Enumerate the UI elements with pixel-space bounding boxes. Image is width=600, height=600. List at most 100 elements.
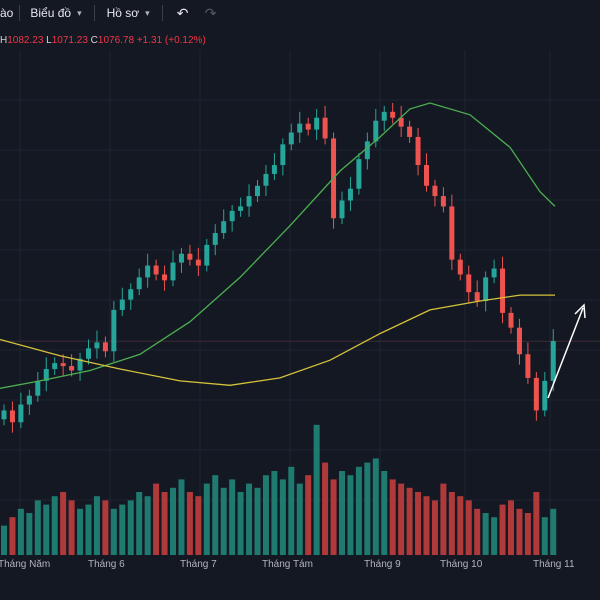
candle bbox=[305, 123, 311, 130]
candle bbox=[271, 165, 277, 174]
volume-bar bbox=[246, 483, 253, 555]
volume-bar bbox=[9, 517, 16, 555]
indicators-menu[interactable]: ào bbox=[0, 0, 19, 26]
candle bbox=[356, 159, 362, 189]
candle bbox=[94, 342, 100, 349]
candle bbox=[525, 354, 531, 378]
candle bbox=[111, 309, 117, 352]
volume-bar bbox=[17, 508, 24, 555]
volume-bar bbox=[254, 487, 261, 555]
candle bbox=[415, 136, 421, 166]
volume-bar bbox=[68, 500, 75, 555]
candle bbox=[128, 289, 134, 300]
volume-bar bbox=[110, 508, 117, 555]
candle bbox=[314, 117, 320, 130]
close-value: 1076.78 bbox=[97, 35, 135, 46]
candle bbox=[381, 111, 387, 121]
volume-bar bbox=[161, 492, 168, 555]
toolbar-divider bbox=[19, 5, 21, 21]
toolbar-divider bbox=[161, 5, 163, 21]
candle bbox=[542, 380, 548, 411]
volume-bar bbox=[271, 471, 278, 555]
volume-bar bbox=[203, 483, 210, 555]
x-axis-tick-label: Tháng 6 bbox=[88, 559, 125, 570]
redo-icon[interactable]: ↷ bbox=[204, 4, 217, 21]
x-axis-tick-label: Tháng 9 bbox=[364, 559, 401, 570]
volume-bar bbox=[144, 496, 151, 555]
volume-bar bbox=[347, 475, 354, 555]
volume-bar bbox=[279, 479, 286, 555]
candle bbox=[347, 188, 353, 201]
volume-bar bbox=[533, 492, 540, 555]
candle bbox=[449, 206, 455, 260]
volume-bar bbox=[34, 500, 41, 555]
volume-bar bbox=[186, 492, 193, 555]
candle bbox=[145, 265, 151, 278]
volume-bar bbox=[550, 508, 557, 555]
volume-bar bbox=[355, 466, 362, 555]
candle bbox=[170, 262, 176, 281]
volume-bar bbox=[508, 500, 514, 555]
close-label: C bbox=[90, 35, 98, 46]
candle bbox=[52, 363, 58, 370]
candle bbox=[43, 369, 49, 381]
candle bbox=[432, 185, 438, 197]
candle bbox=[246, 196, 252, 207]
volume-bar bbox=[339, 471, 345, 555]
candle bbox=[204, 244, 210, 266]
volume-bar bbox=[406, 487, 413, 555]
volume-bar bbox=[541, 517, 548, 555]
candle bbox=[136, 277, 142, 290]
volume-bar bbox=[229, 479, 236, 555]
volume-bar bbox=[482, 513, 489, 555]
volume-bar bbox=[415, 492, 422, 555]
volume-bar bbox=[448, 492, 455, 555]
candle bbox=[398, 117, 404, 127]
candle bbox=[153, 265, 159, 275]
candle bbox=[483, 277, 489, 302]
volume-bar bbox=[93, 496, 100, 555]
low-label: L bbox=[46, 35, 52, 46]
high-value: 1082.23 bbox=[7, 35, 44, 46]
volume-bar bbox=[136, 492, 143, 555]
undo-icon[interactable]: ↶ bbox=[176, 4, 189, 21]
trend-arrow-line bbox=[547, 307, 584, 399]
candle bbox=[407, 126, 413, 137]
candle bbox=[238, 206, 244, 211]
candle bbox=[516, 327, 522, 355]
profile-menu-button[interactable]: Hồ sơ ▾ bbox=[95, 0, 156, 26]
candle bbox=[474, 292, 480, 302]
volume-bar bbox=[491, 517, 498, 555]
volume-bar bbox=[474, 508, 481, 555]
candle bbox=[221, 221, 227, 234]
candle bbox=[322, 117, 328, 139]
volume-bar bbox=[305, 475, 312, 555]
x-axis-tick-label: Tháng 7 bbox=[180, 559, 217, 570]
volume-bar bbox=[119, 504, 126, 555]
candle bbox=[500, 268, 506, 313]
trend-arrow-head bbox=[574, 303, 586, 319]
high-label: H bbox=[0, 35, 8, 46]
chart-menu-button[interactable]: Biểu đồ ▾ bbox=[20, 0, 87, 26]
volume-bar bbox=[296, 483, 303, 555]
volume-bar bbox=[457, 496, 464, 555]
volume-bar bbox=[26, 513, 33, 555]
volume-bar bbox=[499, 504, 506, 555]
x-axis-tick-label: Tháng Năm bbox=[0, 559, 51, 570]
candle bbox=[9, 410, 15, 423]
volume-bar bbox=[212, 475, 219, 555]
top-toolbar: ào Biểu đồ ▾ Hồ sơ ▾ ↶ ↷ bbox=[0, 0, 600, 26]
candle bbox=[364, 141, 370, 160]
volume-bar bbox=[85, 504, 92, 555]
chevron-down-icon: ▾ bbox=[77, 7, 82, 18]
x-axis-tick-label: Tháng 10 bbox=[440, 559, 483, 570]
volume-bar bbox=[516, 508, 523, 555]
candle bbox=[102, 342, 108, 352]
candle bbox=[1, 410, 7, 420]
volume-bar bbox=[389, 479, 396, 555]
profile-menu-label: Hồ sơ bbox=[106, 6, 140, 20]
indicators-menu-label: ào bbox=[0, 6, 14, 20]
volume-bar bbox=[322, 462, 329, 555]
candle bbox=[424, 165, 429, 186]
